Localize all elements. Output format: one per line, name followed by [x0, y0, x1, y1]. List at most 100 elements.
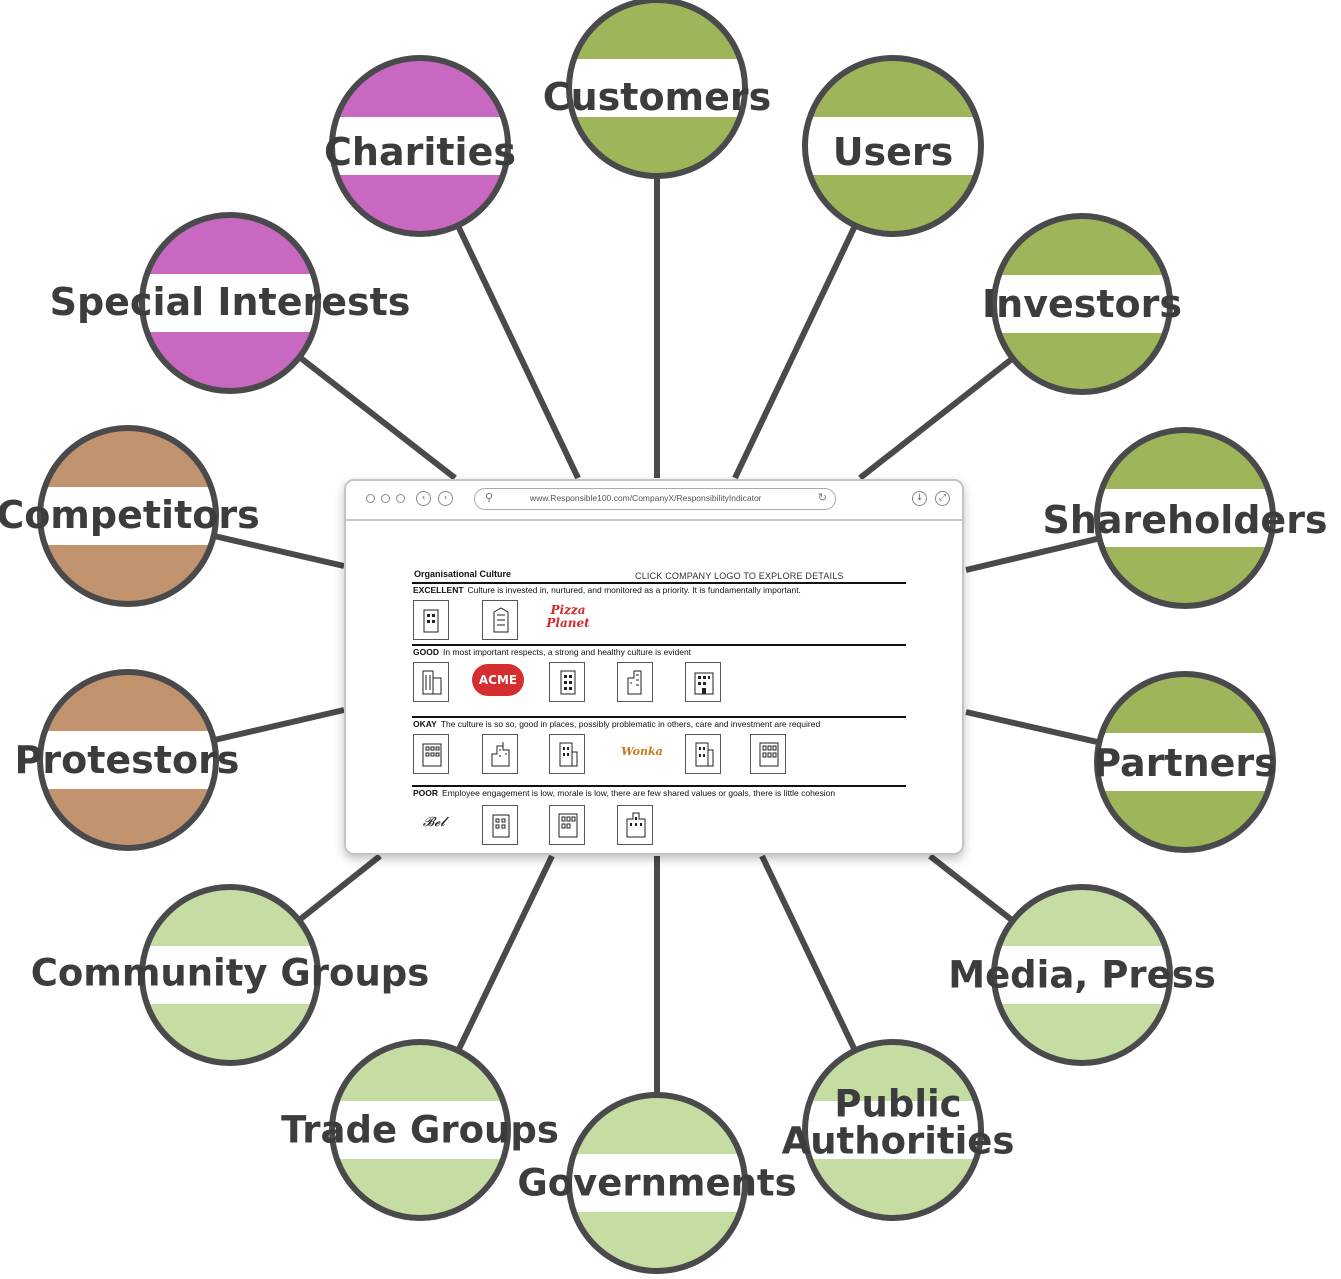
divider	[412, 582, 906, 584]
node-outline	[329, 1039, 511, 1221]
building-icon	[759, 742, 779, 767]
node-band	[142, 274, 318, 332]
stakeholder-node: Partners	[1093, 671, 1277, 853]
stakeholder-node: Governments	[517, 1092, 797, 1274]
node-outline	[991, 213, 1173, 395]
browser-window: ‹ › ⚲ www.Responsible100.com/CompanyX/Re…	[344, 479, 964, 855]
company-logo[interactable]	[482, 734, 518, 774]
stakeholder-node: Trade Groups	[281, 1039, 559, 1221]
window-dot-icon[interactable]	[381, 494, 390, 503]
node-band	[569, 59, 745, 117]
node-outline	[1094, 671, 1276, 853]
company-logo[interactable]	[482, 600, 518, 640]
company-logo[interactable]	[413, 600, 449, 640]
node-band	[1097, 489, 1273, 547]
stakeholder-node: Investors	[982, 213, 1182, 395]
node-outline	[566, 0, 748, 179]
node-band	[994, 946, 1170, 1004]
divider	[412, 785, 906, 787]
building-icon	[492, 814, 510, 838]
node-label: Protestors	[15, 738, 240, 782]
divider	[412, 644, 906, 646]
stakeholder-node: Special Interests	[50, 212, 410, 394]
rating-excellent: EXCELLENT Culture is invested in, nurture…	[413, 585, 801, 595]
node-label: Customers	[543, 75, 772, 119]
node-band	[569, 1154, 745, 1212]
stakeholder-node: Media, Press	[948, 884, 1216, 1066]
node-label: Shareholders	[1042, 498, 1327, 542]
company-logo[interactable]	[617, 805, 653, 845]
window-dot-icon[interactable]	[396, 494, 405, 503]
node-outline	[37, 669, 219, 851]
node-outline	[802, 55, 984, 237]
stakeholder-node: Competitors	[0, 425, 260, 607]
node-band	[994, 275, 1170, 333]
building-icon	[493, 607, 509, 633]
company-logo[interactable]	[413, 662, 449, 702]
node-label: Charities	[324, 130, 516, 174]
node-outline	[566, 1092, 748, 1274]
node-outline	[139, 884, 321, 1066]
node-label: Trade Groups	[281, 1109, 559, 1152]
node-band	[332, 1101, 508, 1159]
forward-icon[interactable]: ›	[438, 491, 453, 506]
stakeholder-node: Protestors	[15, 669, 240, 851]
node-band	[805, 117, 981, 175]
company-logo[interactable]	[685, 662, 721, 702]
building-icon	[491, 742, 510, 767]
company-logo-signature[interactable]: 𝓑𝓮𝓵	[422, 815, 446, 830]
node-label: Media, Press	[948, 954, 1216, 997]
download-icon[interactable]: ↓	[912, 491, 927, 506]
company-logo[interactable]	[549, 734, 585, 774]
node-band	[332, 117, 508, 175]
stakeholder-node: Charities	[324, 55, 516, 237]
node-outline	[139, 212, 321, 394]
node-label: Users	[833, 130, 954, 174]
rating-poor: POOR Employee engagement is low, morale i…	[413, 788, 836, 798]
company-logo-wonka[interactable]: Wonka	[621, 745, 663, 758]
window-dot-icon[interactable]	[366, 494, 375, 503]
stakeholder-node: Customers	[543, 0, 772, 179]
node-label: Community Groups	[31, 952, 430, 995]
building-icon	[558, 813, 578, 838]
rating-okay: OKAY The culture is so so, good in places…	[413, 719, 821, 729]
building-icon	[422, 743, 442, 767]
rating-good: GOOD In most important respects, a strong…	[413, 647, 692, 657]
stakeholder-node: Users	[802, 55, 984, 237]
company-logo[interactable]	[549, 662, 585, 702]
company-logo[interactable]	[750, 734, 786, 774]
divider	[412, 716, 906, 718]
stakeholder-node: Public Authorities	[782, 1039, 1015, 1221]
company-logo-pizza-planet[interactable]: Pizza Planet	[546, 603, 590, 630]
company-logo[interactable]	[617, 662, 653, 702]
company-logo[interactable]	[482, 805, 518, 845]
company-logo[interactable]	[413, 734, 449, 774]
building-icon	[695, 742, 714, 767]
node-outline	[991, 884, 1173, 1066]
address-bar[interactable]: ⚲ www.Responsible100.com/CompanyX/Respon…	[474, 488, 836, 510]
building-icon	[423, 609, 439, 633]
url-text: www.Responsible100.com/CompanyX/Responsi…	[530, 493, 762, 503]
node-outline	[329, 55, 511, 237]
stakeholder-node: Community Groups	[31, 884, 430, 1066]
node-label: Public Authorities	[782, 1083, 1015, 1163]
company-logo[interactable]	[685, 734, 721, 774]
node-outline	[1094, 427, 1276, 609]
company-logo-acme[interactable]: ACME	[472, 664, 524, 696]
building-icon	[560, 670, 576, 695]
section-title: Organisational Culture	[414, 569, 512, 579]
node-band	[805, 1101, 981, 1159]
node-band	[40, 487, 216, 545]
back-icon[interactable]: ‹	[416, 491, 431, 506]
node-band	[1097, 733, 1273, 791]
reload-icon[interactable]: ↻	[817, 492, 827, 504]
stakeholder-node: Shareholders	[1042, 427, 1328, 609]
building-icon	[626, 812, 646, 838]
expand-icon[interactable]: ⤢	[935, 491, 950, 506]
node-label: Competitors	[0, 493, 260, 537]
company-logo[interactable]	[549, 805, 585, 845]
node-label: Partners	[1093, 741, 1277, 785]
node-band	[142, 946, 318, 1004]
node-label: Governments	[517, 1162, 796, 1205]
